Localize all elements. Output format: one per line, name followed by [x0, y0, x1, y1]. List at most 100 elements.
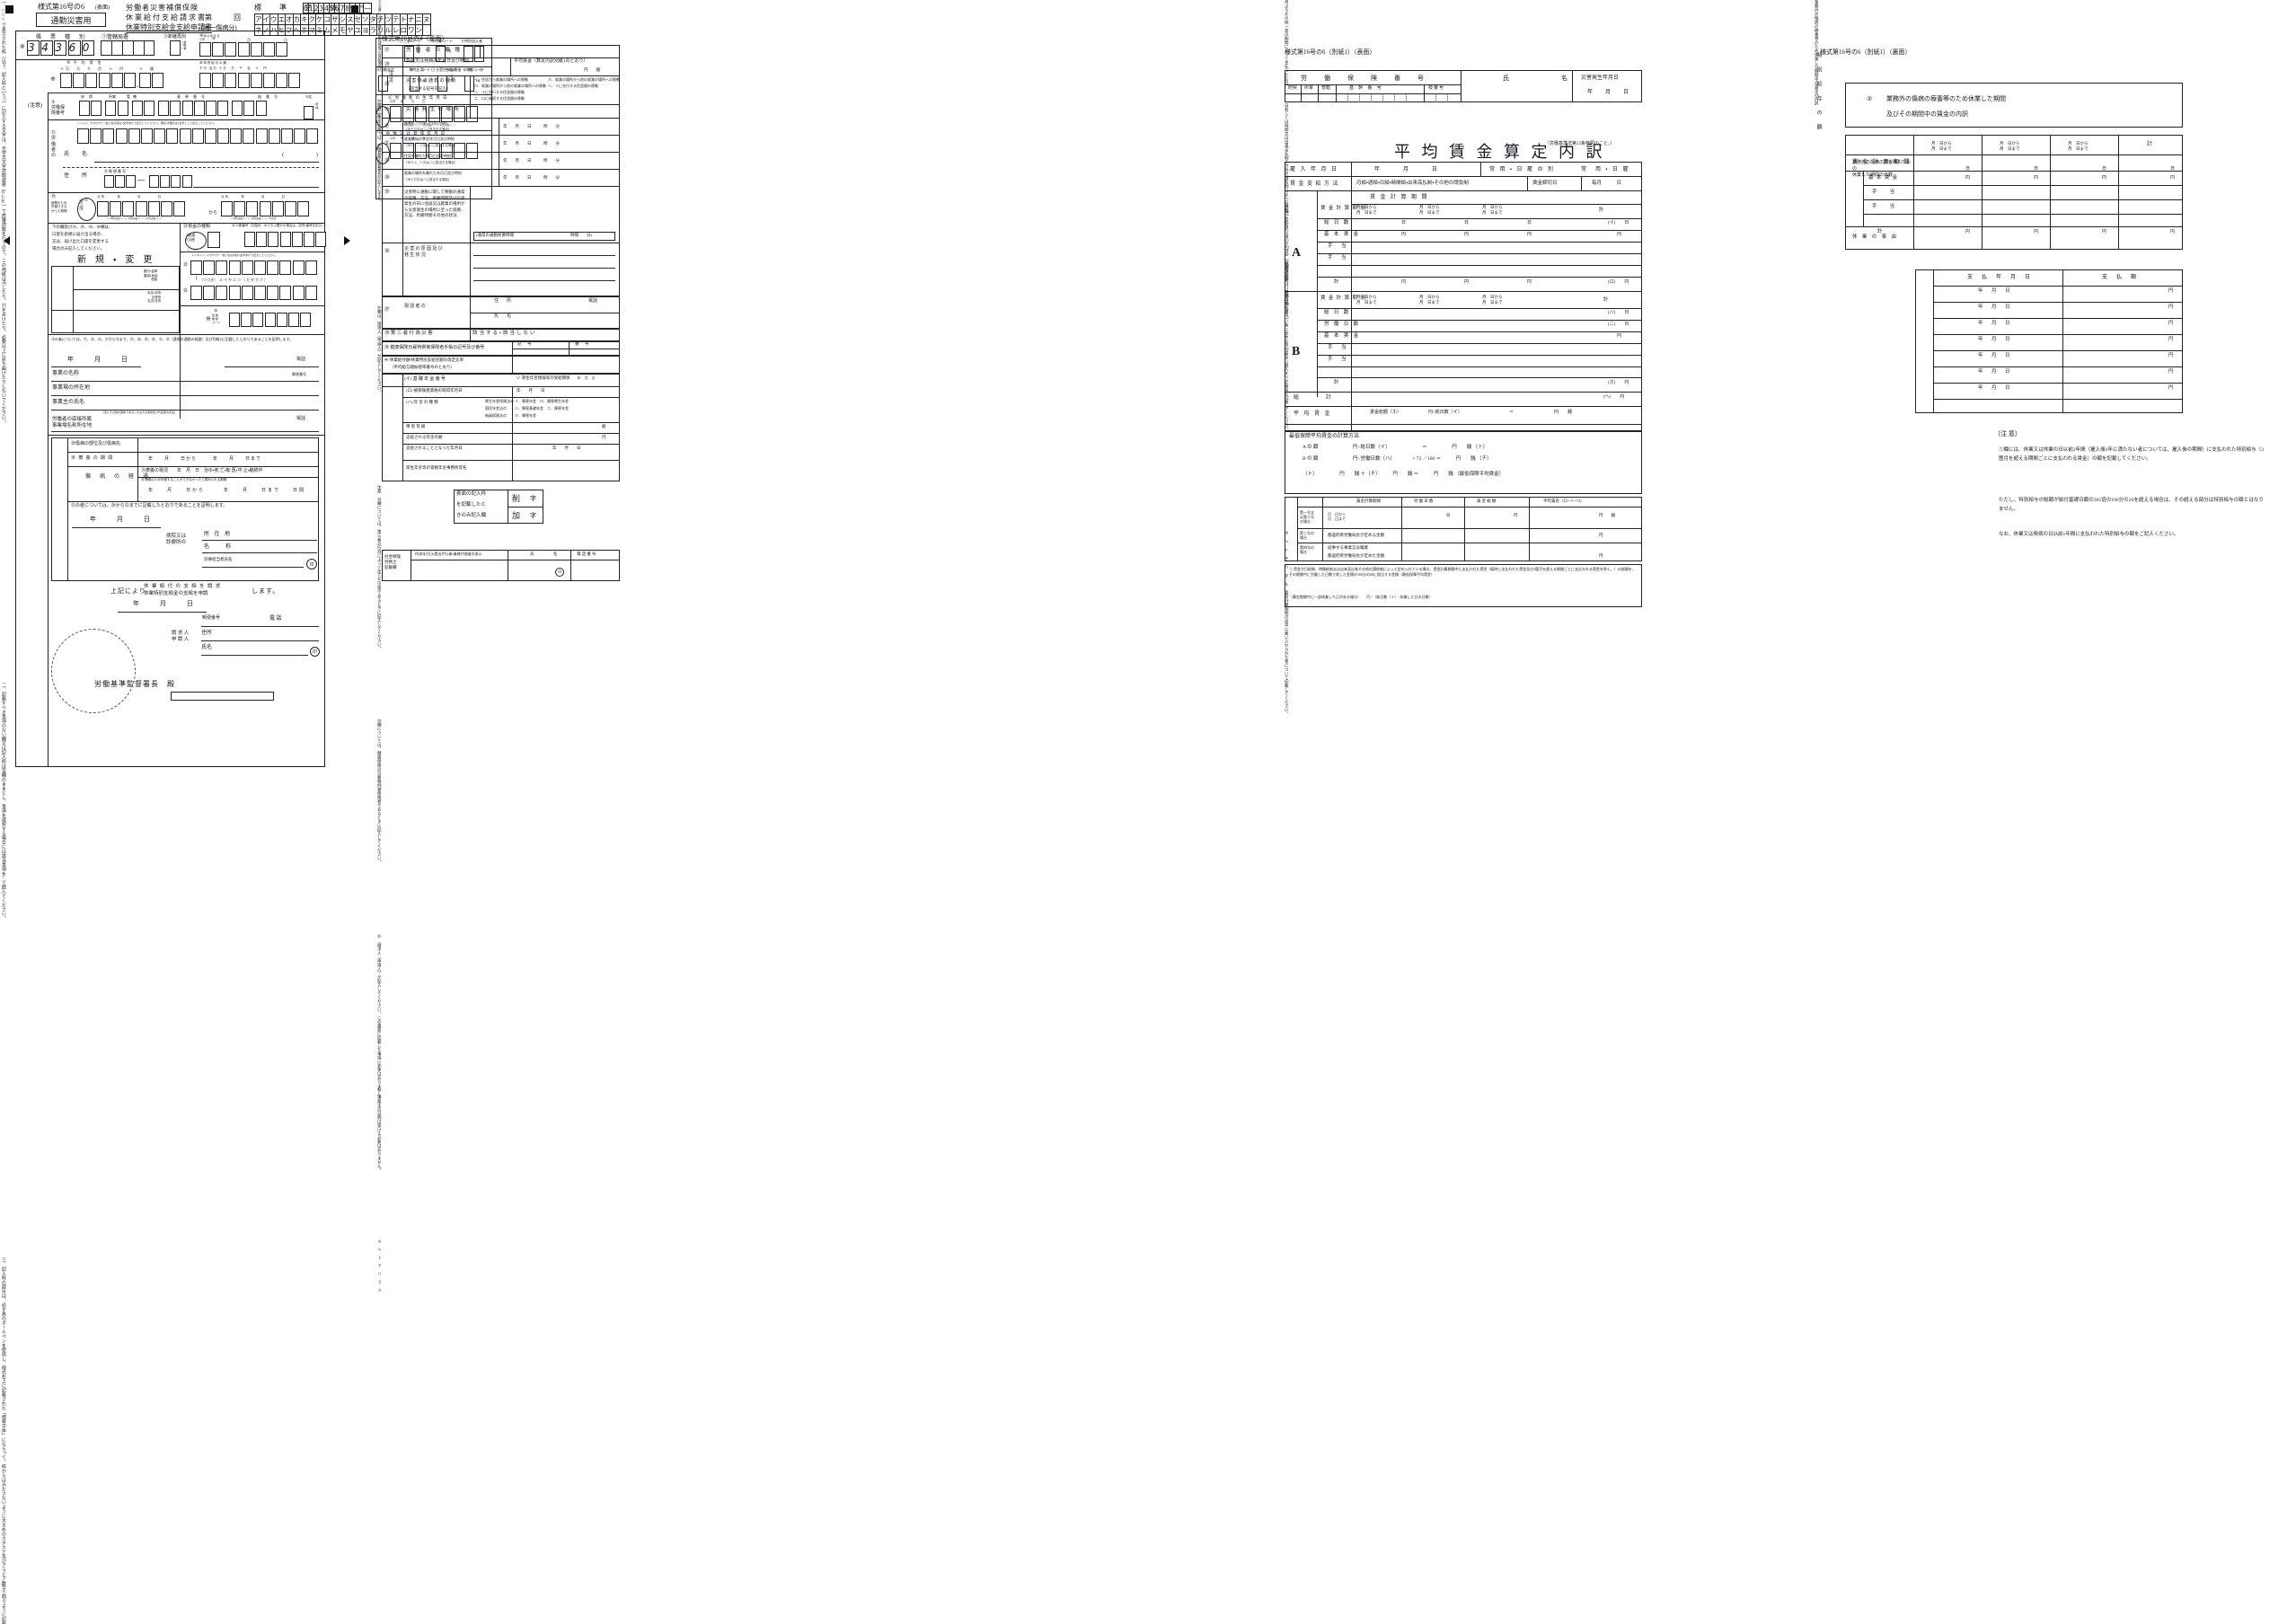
sheet4-pay-r4-date[interactable]: 年 月 日 [1978, 337, 2012, 342]
sheet4-pay-r6-date[interactable]: 年 月 日 [1978, 369, 2012, 375]
doctor-seal-box[interactable]: 印 [306, 559, 317, 569]
sheet3-daily-r2-value[interactable]: 都道府県労働局長が定める金額 [1328, 533, 1384, 537]
sheet4-row1-u4[interactable]: 日 [2170, 167, 2176, 172]
sheet4-pay-r5-date[interactable]: 年 月 日 [1978, 353, 2012, 358]
sheet3-hire-right-value[interactable]: 常 用 ・ 日 雇 [1581, 167, 1630, 172]
sheet3-daily-r4-value[interactable]: 都道府県労働局長が定めた金額 [1328, 553, 1384, 558]
sheet4-col1[interactable]: 月 日から月 日まで [1931, 141, 1952, 152]
field-05b-cells[interactable] [304, 106, 313, 119]
sheet3-daily-r4-unit[interactable]: 円 [1599, 553, 1603, 558]
sheet2-row-32-value[interactable]: 年 月 日 時 分 [503, 141, 560, 146]
sheet3-date-value[interactable]: 年 月 日 [1587, 90, 1633, 95]
sheet2-row-36-line1[interactable] [473, 255, 615, 256]
sheet2-row-28-datetime[interactable]: 年 月 日 午前・午後 時 分 [410, 67, 483, 72]
sheet2-row-29-opt-6[interactable]: ヘ．イに先行する住居間の移動 [548, 84, 598, 88]
sheet3-secA-row7-u2[interactable]: 円 [1464, 280, 1470, 285]
sheet2-row-36-line3[interactable] [473, 280, 615, 281]
sheet2-row-31-value[interactable]: 年 月 日 時 分 [503, 124, 560, 128]
sheet3-secA-col2[interactable]: 月 日から月 日まで [1419, 205, 1440, 216]
employer-cert-date[interactable]: 年 月 日 [67, 356, 130, 363]
sheet3-daily-r3-value[interactable]: 従事する事業又は職業 [1328, 545, 1368, 550]
sheet2-row-28-right-unit[interactable]: 円 銭 [584, 67, 600, 72]
sheet3-secB-row2-u4[interactable]: (ハ) 日 [1608, 311, 1629, 315]
sheet4-row2-u1[interactable]: 円 [1965, 176, 1971, 181]
sheet4-row5-u1[interactable]: 円 [1965, 230, 1971, 234]
sheet3-min-row3[interactable]: （ト） 円 銭 ＋（チ） 円 銭 ＝ 円 銭 （最低保障平均賃金） [1303, 472, 1505, 477]
sheet4-row2-u2[interactable]: 円 [2034, 176, 2039, 181]
sheet2-row-34-value[interactable]: 年 月 日 時 分 [503, 175, 560, 180]
meigi-cells-row1[interactable] [190, 260, 318, 275]
footer-seal-box[interactable]: 印 [310, 647, 320, 657]
deposit-kind-cell[interactable] [208, 232, 220, 248]
sheet3-secA-row2-u1[interactable]: 日 [1401, 221, 1407, 225]
sheet3-daily-r1-v4[interactable]: 円 銭 [1599, 513, 1615, 517]
sheet3-secA-row7-u1[interactable]: 円 [1401, 280, 1407, 285]
sheet4-pay-r3-amt[interactable]: 円 [2168, 321, 2174, 326]
field-11-cells[interactable] [464, 46, 485, 62]
field-01-cells[interactable] [101, 40, 155, 56]
sheet2-row-29-opt-3[interactable]: ハ．イに先行する住居間の移動 [474, 90, 525, 94]
sheet2-row-35-inner[interactable] [473, 232, 615, 241]
field-19-to-cells[interactable] [221, 201, 310, 216]
field-03-cells[interactable] [170, 40, 181, 56]
sheet3-secA-row2-u3[interactable]: 日 [1527, 221, 1532, 225]
sheet3-secB-row7-u4[interactable]: (ホ) 円 [1608, 381, 1629, 385]
sheet3-avg-result[interactable]: 円 銭 [1554, 410, 1573, 415]
sheet2-row-29-opt-1[interactable]: イ．住居から就業の場所への移動 [474, 77, 528, 82]
form-kind-digits[interactable]: 3 4 3 6 0 [27, 40, 95, 56]
sheet3-secA-col3[interactable]: 月 日から月 日まで [1482, 205, 1503, 216]
sheet3-secA-row2-u2[interactable]: 日 [1464, 221, 1470, 225]
sheet4-col2[interactable]: 月 日から月 日まで [2000, 141, 2020, 152]
field-12-kana-cells[interactable] [77, 128, 320, 144]
sheet4-row5-u4[interactable]: 円 [2170, 230, 2176, 234]
sheet4-row1-u1[interactable]: 日 [1965, 167, 1971, 172]
hospital-name-line[interactable] [202, 552, 317, 553]
sheet3-pay-close-value[interactable]: 毎月 日 [1592, 181, 1622, 186]
sheet2-pension-row3-value[interactable]: 級 [602, 424, 606, 428]
sheet3-daily-r1-v3[interactable]: 円 [1514, 513, 1518, 517]
field-08-cells[interactable] [199, 73, 302, 88]
doctor-nowork-value[interactable]: 年 月 日から 年 月 日まで 日間 [148, 489, 306, 493]
field-12-zip-cells-2[interactable] [149, 175, 193, 188]
sheet2-pension-row2-opt2[interactable]: 国民年金法の ハ．障害基礎年金 ニ．障害年金 [485, 406, 569, 410]
sheet2-row-29-opt-2[interactable]: ロ．就業の場所から他の就業の場所への移動 [474, 84, 546, 88]
hospital-doctor-line[interactable] [202, 567, 304, 568]
field-17-cells[interactable] [390, 143, 479, 159]
field-19-from-cells[interactable] [97, 201, 186, 216]
field-12-name-line[interactable] [94, 162, 319, 163]
sheet3-secA-row7-u4[interactable]: (ロ) 円 [1608, 280, 1629, 285]
sheet2-pension-row2-opt3[interactable]: 船員保険法の ホ．障害年金 [485, 413, 536, 418]
sheet3-min-row1[interactable]: A の 額 円÷総日数（イ） ＝ 円 銭 （ト） [1303, 445, 1488, 450]
sheet3-min-row2[interactable]: B の 額 円÷労働日数（ハ） × 73 ／100 ＝ 円 銭 （チ） [1303, 456, 1492, 462]
doctor-row2-value[interactable]: 年 月 日から 年 月 日まで [148, 457, 262, 462]
sheet3-secB-row4-u4[interactable]: 円 [1617, 334, 1622, 339]
sheet3-avg-value[interactable]: 円÷総日数（イ） [1428, 410, 1462, 415]
sheet3-secA-row2-u4[interactable]: (イ) 日 [1608, 221, 1629, 225]
sheet4-col3[interactable]: 月 日から月 日まで [2068, 141, 2088, 152]
field-05-sen-cells[interactable] [139, 73, 164, 88]
sheet3-secA-row3-u3[interactable]: 円 [1527, 233, 1532, 237]
sheet3-hire-value[interactable]: 年 月 日 [1374, 167, 1440, 172]
sheet4-pay-r6-amt[interactable]: 円 [2168, 369, 2174, 375]
account-no-cells[interactable] [244, 232, 327, 247]
footer-name-line[interactable] [201, 655, 308, 656]
bank-code-cells[interactable] [229, 313, 312, 327]
sheet3-secB-row3-u4[interactable]: (ニ) 日 [1608, 322, 1629, 327]
sheet2-row-29-opt-4[interactable]: ニ．ロに後続する住居間の移動 [474, 96, 525, 101]
sheet2-pension-row5-value[interactable]: 年 月 日 [552, 446, 581, 450]
sheet4-pay-r1-amt[interactable]: 円 [2168, 288, 2174, 294]
sheet4-row2-u4[interactable]: 円 [2170, 176, 2176, 181]
sheet2-row-29-opt-5[interactable]: ホ．就業の場所から他の就業の場所への移動 [548, 77, 620, 82]
field-12-addr-line[interactable] [193, 187, 319, 188]
sheet4-pay-r2-amt[interactable]: 円 [2168, 304, 2174, 310]
employer-addr-line[interactable] [51, 395, 319, 396]
sheet4-pay-r5-amt[interactable]: 円 [2168, 353, 2174, 358]
sheet2-row-38-opts[interactable]: 該当する・該当しない [472, 331, 537, 336]
hospital-addr-line[interactable] [202, 540, 317, 541]
sheet3-secA-row3-u1[interactable]: 円 [1401, 233, 1407, 237]
field-05-cells[interactable] [60, 73, 137, 88]
sheet4-row2-u3[interactable]: 円 [2102, 176, 2107, 181]
sheet3-secA-row3-u4[interactable]: 円 [1617, 233, 1622, 237]
footer-addr-line[interactable] [201, 640, 319, 641]
field-04-cells[interactable] [199, 42, 288, 57]
